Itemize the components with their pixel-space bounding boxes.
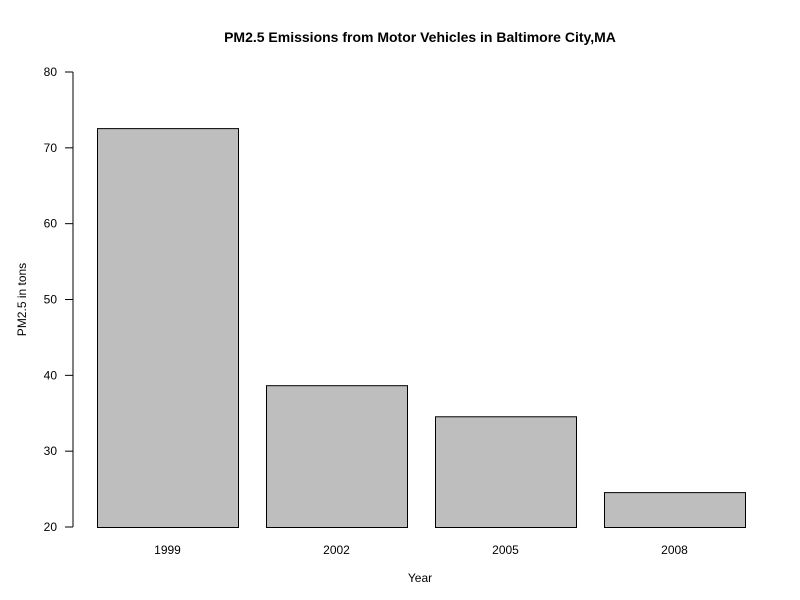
- y-tick-label: 40: [44, 368, 58, 382]
- bar-2005: [435, 416, 577, 528]
- bars-group: [97, 128, 746, 529]
- x-tick-label: 2005: [492, 543, 519, 557]
- y-tick-label: 50: [44, 293, 58, 307]
- y-tick-label: 60: [44, 217, 58, 231]
- x-tick-label: 2008: [661, 543, 688, 557]
- chart-title: PM2.5 Emissions from Motor Vehicles in B…: [224, 29, 616, 45]
- x-tick-label: 1999: [154, 543, 181, 557]
- y-tick-label: 30: [44, 444, 58, 458]
- x-tick-label: 2002: [323, 543, 350, 557]
- y-axis-label: PM2.5 in tons: [15, 263, 29, 336]
- bar-1999: [97, 128, 239, 528]
- y-axis: 20 30 40 50 60 70 80: [44, 65, 74, 534]
- y-tick-label: 80: [44, 65, 58, 79]
- y-tick-label: 70: [44, 141, 58, 155]
- x-axis-label: Year: [408, 571, 432, 585]
- bar-2002: [266, 385, 408, 529]
- x-tick-labels: 1999 2002 2005 2008: [154, 543, 688, 557]
- y-tick-label: 20: [44, 520, 58, 534]
- bar-2008: [604, 492, 746, 529]
